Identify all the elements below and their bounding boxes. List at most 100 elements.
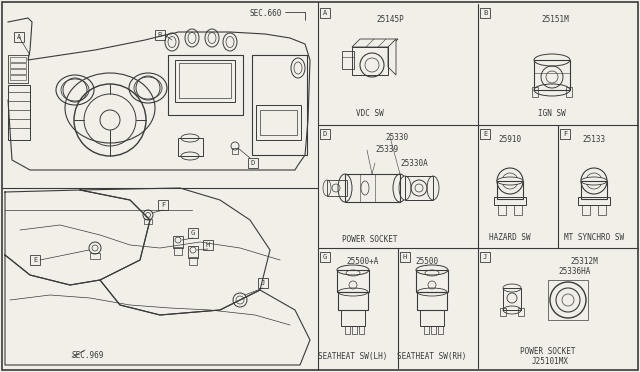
Bar	[8, 55, 28, 83]
Bar	[480, 252, 490, 262]
Text: 25151M: 25151M	[541, 16, 569, 25]
Bar	[480, 8, 490, 18]
Bar	[252, 55, 307, 155]
Text: VDC SW: VDC SW	[356, 109, 384, 118]
Bar	[90, 253, 100, 259]
Text: 25339: 25339	[375, 145, 398, 154]
Bar	[188, 246, 198, 258]
Bar	[503, 288, 521, 310]
Bar	[566, 87, 572, 97]
Text: 25500+A: 25500+A	[346, 257, 378, 266]
Bar	[532, 87, 538, 97]
Text: 25330: 25330	[385, 132, 408, 141]
Bar	[438, 326, 443, 334]
Bar	[514, 205, 522, 215]
Bar	[400, 252, 410, 262]
Text: J25101MX: J25101MX	[531, 357, 568, 366]
Bar	[498, 205, 506, 215]
Ellipse shape	[338, 174, 352, 202]
Ellipse shape	[338, 288, 368, 296]
Bar	[168, 55, 243, 115]
Bar	[188, 228, 198, 238]
Bar	[598, 205, 606, 215]
Ellipse shape	[399, 176, 411, 200]
Text: D: D	[323, 131, 327, 137]
Bar	[338, 292, 368, 310]
Text: H: H	[206, 242, 210, 248]
Text: B: B	[158, 32, 162, 38]
Bar	[578, 197, 610, 205]
Bar	[560, 129, 570, 139]
Bar	[534, 60, 570, 90]
Bar	[416, 270, 448, 292]
Bar	[497, 181, 523, 199]
Bar	[258, 278, 268, 288]
Bar	[359, 326, 364, 334]
Bar	[10, 75, 26, 80]
Text: SEC.969: SEC.969	[72, 352, 104, 360]
Text: SEATHEAT SW(LH): SEATHEAT SW(LH)	[318, 353, 388, 362]
Bar	[494, 197, 526, 205]
Text: G: G	[323, 254, 327, 260]
Ellipse shape	[323, 180, 331, 196]
Text: POWER SOCKET: POWER SOCKET	[520, 347, 576, 356]
Bar	[14, 32, 24, 42]
Bar	[175, 60, 235, 102]
Bar	[327, 180, 347, 196]
Bar	[10, 69, 26, 74]
Bar	[500, 308, 506, 316]
Text: POWER SOCKET: POWER SOCKET	[342, 235, 397, 244]
Bar	[342, 51, 354, 69]
Text: 25133: 25133	[582, 135, 605, 144]
Ellipse shape	[337, 265, 369, 275]
Bar	[174, 247, 182, 255]
Text: F: F	[161, 202, 165, 208]
Text: SEC.660: SEC.660	[250, 9, 282, 17]
Bar	[256, 105, 301, 140]
Bar	[548, 280, 588, 320]
Text: H: H	[403, 254, 407, 260]
Ellipse shape	[581, 177, 607, 185]
Text: A: A	[17, 34, 21, 40]
Bar	[405, 176, 433, 200]
Polygon shape	[352, 39, 398, 47]
Text: E: E	[483, 131, 487, 137]
Text: D: D	[251, 160, 255, 166]
Bar	[248, 158, 258, 168]
Text: IGN SW: IGN SW	[538, 109, 566, 118]
Text: A: A	[323, 10, 327, 16]
Text: B: B	[483, 10, 487, 16]
Bar	[232, 148, 238, 154]
Bar	[417, 292, 447, 310]
Bar	[178, 138, 203, 156]
Bar	[320, 8, 330, 18]
Bar	[155, 30, 165, 40]
Text: E: E	[33, 257, 37, 263]
Bar	[10, 57, 26, 62]
Text: 25910: 25910	[499, 135, 522, 144]
Text: HAZARD SW: HAZARD SW	[489, 234, 531, 243]
Text: 25145P: 25145P	[376, 16, 404, 25]
Bar	[179, 63, 231, 98]
Bar	[582, 205, 590, 215]
Polygon shape	[388, 39, 396, 75]
Bar	[480, 129, 490, 139]
Bar	[581, 181, 607, 199]
Bar	[518, 308, 524, 316]
Bar	[341, 310, 365, 326]
Bar	[431, 326, 436, 334]
Bar	[30, 255, 40, 265]
Bar	[352, 47, 388, 75]
Text: 25312M: 25312M	[570, 257, 598, 266]
Ellipse shape	[497, 177, 523, 185]
Bar	[320, 129, 330, 139]
Bar	[424, 326, 429, 334]
Bar	[8, 85, 30, 140]
Ellipse shape	[416, 265, 448, 275]
Bar	[189, 257, 197, 265]
Text: SEATHEAT SW(RH): SEATHEAT SW(RH)	[397, 353, 467, 362]
Bar	[158, 200, 168, 210]
Bar	[10, 63, 26, 68]
Text: F: F	[563, 131, 567, 137]
Text: 25336HA: 25336HA	[558, 267, 590, 276]
